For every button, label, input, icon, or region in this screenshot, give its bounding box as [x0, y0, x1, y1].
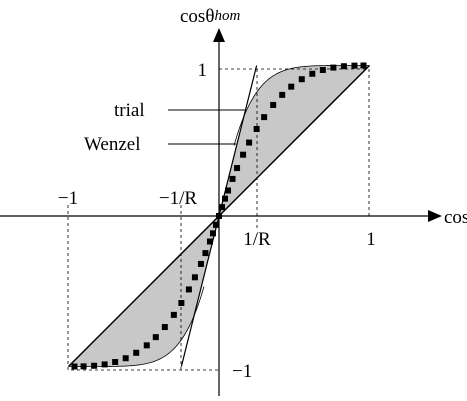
dot: [246, 139, 253, 146]
dot: [133, 349, 140, 356]
guide-lines: [67, 68, 370, 371]
y-axis-label: cosθhom: [180, 6, 240, 27]
dot: [191, 274, 198, 281]
dot: [229, 175, 236, 182]
dot: [279, 91, 286, 98]
y-tick-label: 1: [198, 60, 208, 81]
dot: [101, 361, 108, 368]
y-arrow: [213, 28, 225, 42]
dot: [206, 238, 213, 245]
x-tick-label: −1: [58, 188, 78, 209]
dot: [80, 363, 87, 370]
dot: [122, 355, 129, 362]
trial-curve: [233, 65, 370, 146]
dot: [161, 324, 168, 331]
trial-label: trial: [114, 100, 145, 121]
dot: [240, 151, 247, 158]
dot: [185, 286, 192, 293]
x-arrow: [428, 210, 442, 222]
x-tick-label: −1/R: [159, 188, 197, 209]
dot: [212, 221, 219, 228]
dot: [309, 70, 316, 77]
dot: [71, 363, 78, 370]
dot: [270, 101, 277, 108]
dot: [298, 76, 305, 83]
y-axis-label-base: cosθ: [180, 6, 214, 27]
dot: [209, 230, 216, 237]
dot: [202, 250, 209, 257]
x-tick-label: 1/R: [243, 229, 271, 250]
dot: [234, 165, 241, 172]
y-axis-label-sup: hom: [214, 8, 240, 24]
dot: [222, 195, 229, 202]
dot: [261, 114, 268, 121]
dot: [319, 66, 326, 73]
dot: [152, 334, 159, 341]
dot: [170, 311, 177, 318]
dot: [351, 62, 358, 69]
dot: [340, 63, 347, 70]
dot: [197, 260, 204, 267]
dot: [360, 62, 367, 69]
dot: [288, 83, 295, 90]
wenzel-label: Wenzel: [84, 134, 141, 155]
dot: [253, 125, 260, 132]
dot: [143, 342, 150, 349]
dot: [112, 359, 119, 366]
y-tick-label: −1: [232, 361, 252, 382]
dot: [330, 64, 337, 71]
x-tick-label: 1: [366, 229, 376, 250]
x-axis-label: cosθ: [444, 207, 467, 228]
dot: [219, 204, 226, 211]
dot: [225, 187, 232, 194]
plot-shapes: [67, 62, 371, 370]
dot: [91, 362, 98, 369]
